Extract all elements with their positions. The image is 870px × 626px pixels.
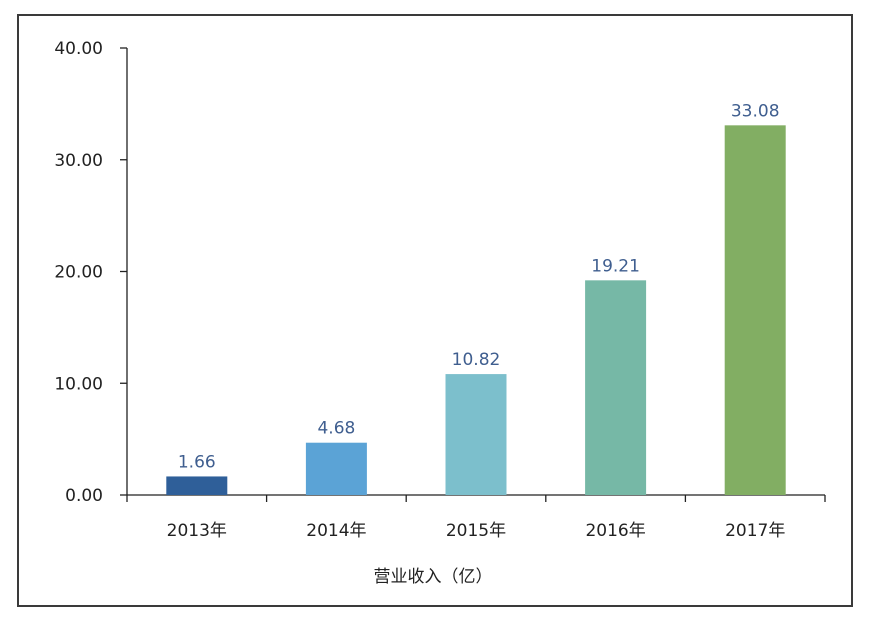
bar [166,476,228,495]
bar [585,280,647,495]
y-tick-label: 10.00 [54,374,103,394]
bar [445,374,507,495]
data-label: 10.82 [452,350,501,370]
y-tick-label: 20.00 [54,263,103,283]
x-axis: 2013年 2014年 2015年 2016年 2017年 [126,494,826,541]
data-label: 1.66 [178,452,216,472]
x-tick-label: 2015年 [446,521,506,541]
data-labels: 1.66 4.68 10.82 19.21 33.08 [178,101,780,472]
bars [166,125,786,496]
y-axis: 0.00 10.00 20.00 30.00 40.00 [54,39,128,506]
y-tick-label: 40.00 [54,39,103,59]
x-tick-label: 2014年 [306,521,366,541]
data-label: 19.21 [591,256,640,276]
data-label: 4.68 [317,419,355,439]
y-tick-label: 30.00 [54,151,103,171]
x-tick-label: 2013年 [167,521,227,541]
x-axis-title: 营业收入（亿） [374,567,493,587]
chart-frame [17,14,853,607]
bar [305,442,367,495]
y-tick-label: 0.00 [65,486,103,506]
data-label: 33.08 [731,101,780,121]
x-tick-label: 2017年 [725,521,785,541]
bar [724,125,786,496]
x-tick-label: 2016年 [585,521,645,541]
